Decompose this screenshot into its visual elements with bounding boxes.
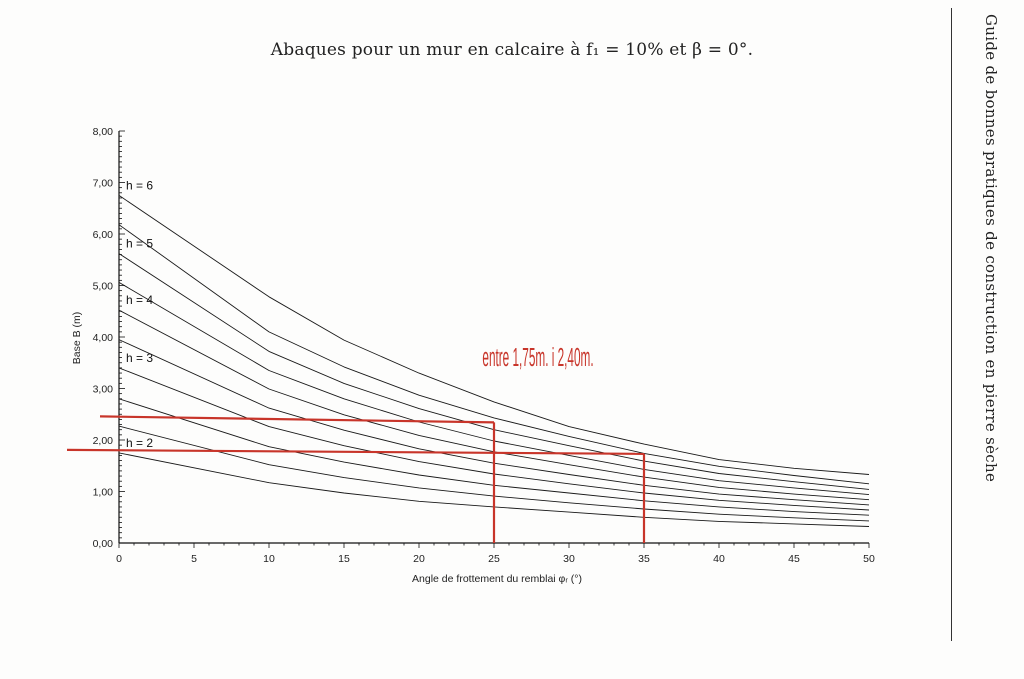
annotations	[66, 415, 646, 543]
y-axis-label: Base B (m)	[71, 312, 83, 365]
series-label: h = 2	[126, 436, 153, 450]
x-tick-label: 10	[263, 553, 275, 565]
series-line	[118, 425, 870, 522]
annotation-hline-upper	[99, 415, 495, 424]
x-tick-label: 45	[788, 553, 800, 565]
series-line	[118, 282, 870, 496]
series-lines	[118, 195, 870, 527]
x-axis-label: Angle de frottement du remblai φᵣ (°)	[412, 573, 582, 585]
y-tick-label: 6,00	[93, 229, 114, 241]
series-labels: h = 2 h = 3 h = 4 h = 5 h = 6	[126, 178, 153, 450]
y-tick-label: 1,00	[93, 487, 114, 499]
series-line	[118, 309, 870, 501]
series-label: h = 3	[126, 351, 153, 365]
series-label: h = 5	[126, 237, 153, 251]
series-label: h = 6	[126, 178, 153, 192]
ticks: 0,00 1,00 2,00 3,00 4,00 5,00 6,00 7,00 8,00 0 5 10…	[93, 126, 875, 565]
x-tick-label: 40	[713, 553, 725, 565]
x-tick-label: 15	[338, 553, 350, 565]
x-tick-label: 0	[116, 553, 122, 565]
y-tick-label: 7,00	[93, 178, 114, 190]
annotation-text: entre 1,75m. i 2,40m.	[482, 344, 593, 372]
x-tick-label: 35	[638, 553, 650, 565]
y-tick-label: 8,00	[93, 126, 114, 138]
series-line	[118, 367, 870, 511]
x-tick-label: 20	[413, 553, 425, 565]
page-title: Abaques pour un mur en calcaire à f₁ = 1…	[270, 40, 754, 60]
series-line	[118, 398, 870, 516]
series-line	[118, 253, 870, 490]
y-tick-label: 5,00	[93, 281, 114, 293]
series-line	[118, 224, 870, 485]
x-tick-label: 5	[191, 553, 197, 565]
series-label: h = 4	[126, 293, 153, 307]
y-tick-label: 4,00	[93, 332, 114, 344]
y-tick-label: 3,00	[93, 384, 114, 396]
x-tick-label: 30	[563, 553, 575, 565]
x-tick-label: 50	[863, 553, 875, 565]
series-line	[118, 452, 870, 527]
y-tick-label: 2,00	[93, 435, 114, 447]
x-tick-label: 25	[488, 553, 500, 565]
y-tick-label: 0,00	[93, 538, 114, 550]
annotation-hline-lower	[66, 448, 645, 455]
series-line	[118, 195, 870, 475]
side-rule	[951, 8, 952, 641]
